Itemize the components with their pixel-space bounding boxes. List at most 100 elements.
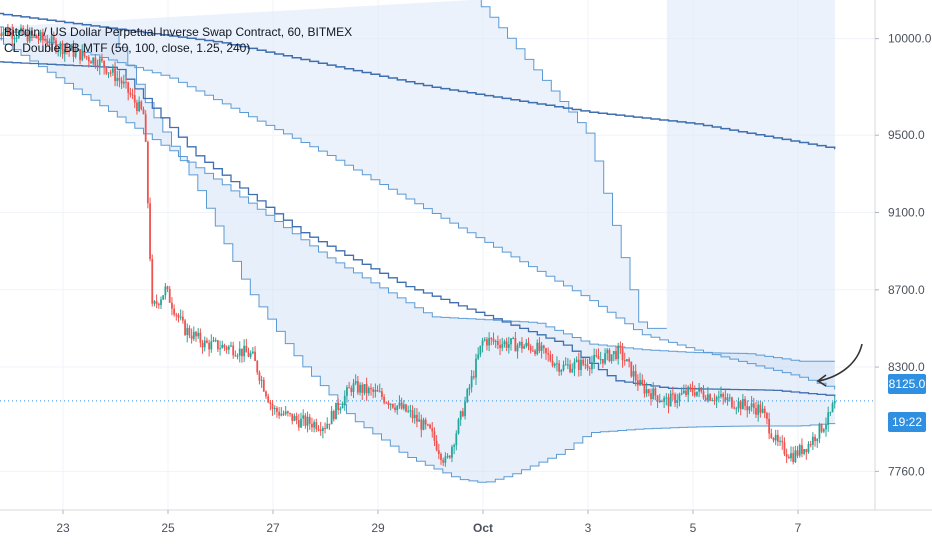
candle-body xyxy=(151,259,154,304)
candle-body xyxy=(597,355,600,360)
candle-body xyxy=(166,286,169,289)
candle-body xyxy=(514,338,517,352)
candle-body xyxy=(790,453,792,459)
candle-body xyxy=(770,433,773,439)
candle-body xyxy=(11,31,14,39)
candle-body xyxy=(429,424,431,429)
candle-body xyxy=(289,413,291,415)
candle-body xyxy=(431,428,434,432)
last-price-tag xyxy=(888,374,926,394)
candle-body xyxy=(90,61,92,64)
candle-body xyxy=(367,387,370,394)
candle-body xyxy=(79,49,81,61)
candle-body xyxy=(426,424,429,426)
candle-body xyxy=(566,364,569,366)
candle-body xyxy=(26,31,29,42)
price-tick-label: 8300.0 xyxy=(888,360,925,374)
candle-body xyxy=(352,383,355,393)
price-tick-label: 10000.0 xyxy=(888,32,932,46)
candle-body xyxy=(698,387,701,392)
arrow-head-icon xyxy=(816,374,827,387)
candle-body xyxy=(741,399,744,410)
candle-body xyxy=(766,413,768,419)
candle-body xyxy=(160,299,162,306)
candle-body xyxy=(265,391,267,397)
candle-body xyxy=(223,344,226,348)
candle-body xyxy=(444,456,447,463)
candle-body xyxy=(321,428,324,432)
candle-body xyxy=(663,397,666,402)
candle-body xyxy=(396,405,399,411)
candle-body xyxy=(46,40,49,45)
candle-body xyxy=(571,368,574,373)
countdown-text: 19:22 xyxy=(892,415,922,429)
candle-body xyxy=(208,342,211,350)
candle-body xyxy=(455,433,458,446)
candle-body xyxy=(118,77,121,81)
candle-body xyxy=(814,436,816,442)
candle-body xyxy=(254,351,256,361)
candle-body xyxy=(389,404,392,406)
candle-body xyxy=(103,60,106,68)
time-axis-labels: 23 25 27 29 Oct 3 5 7 xyxy=(56,510,802,535)
candle-body xyxy=(612,351,615,355)
candle-body xyxy=(278,411,281,416)
candle-body xyxy=(39,32,42,40)
candle-body xyxy=(671,393,674,395)
band-lines xyxy=(0,0,875,483)
candle-body xyxy=(98,58,101,68)
candle-body xyxy=(678,394,681,401)
candle-body xyxy=(785,453,788,457)
candle-body xyxy=(286,411,289,414)
candle-body xyxy=(140,101,143,110)
candle-body xyxy=(752,403,755,408)
candle-body xyxy=(783,442,786,454)
candle-body xyxy=(6,29,9,36)
time-tick-label: Oct xyxy=(473,521,493,535)
candle-body xyxy=(647,389,650,394)
candle-body xyxy=(101,58,103,61)
candle-body xyxy=(726,397,729,401)
candle-body xyxy=(433,431,436,441)
candle-body xyxy=(739,401,742,410)
candle-body xyxy=(700,387,703,392)
candle-body xyxy=(525,342,528,347)
candle-body xyxy=(31,30,33,36)
time-tick-label: 25 xyxy=(161,521,175,535)
candle-body xyxy=(122,81,125,84)
candle-body xyxy=(669,393,672,407)
candle-body xyxy=(696,391,698,396)
candle-body xyxy=(149,203,151,260)
candle-body xyxy=(409,410,412,412)
candle-body xyxy=(626,359,628,362)
candle-body xyxy=(446,455,449,457)
candle-body xyxy=(138,101,141,112)
candle-body xyxy=(356,381,359,393)
candle-body xyxy=(645,389,648,394)
candle-body xyxy=(477,354,480,359)
candle-body xyxy=(267,396,270,403)
candle-body xyxy=(206,340,208,343)
candle-body xyxy=(15,37,18,39)
candle-body xyxy=(87,57,90,62)
candle-body xyxy=(328,423,331,425)
candle-body xyxy=(724,397,727,401)
candle-body xyxy=(127,82,130,93)
candle-body xyxy=(302,415,305,419)
candle-body xyxy=(354,381,357,384)
candle-body xyxy=(601,359,604,364)
candle-body xyxy=(577,359,580,370)
candle-body xyxy=(179,316,182,318)
candles xyxy=(0,23,836,467)
candle-body xyxy=(114,68,116,82)
candle-body xyxy=(757,404,760,415)
candle-body xyxy=(490,338,493,340)
candle-body xyxy=(48,44,51,46)
candle-body xyxy=(92,57,95,64)
candle-body xyxy=(22,27,25,35)
candle-body xyxy=(470,376,473,388)
candle-body xyxy=(63,49,66,55)
candle-body xyxy=(348,387,351,389)
candle-body xyxy=(750,403,753,407)
